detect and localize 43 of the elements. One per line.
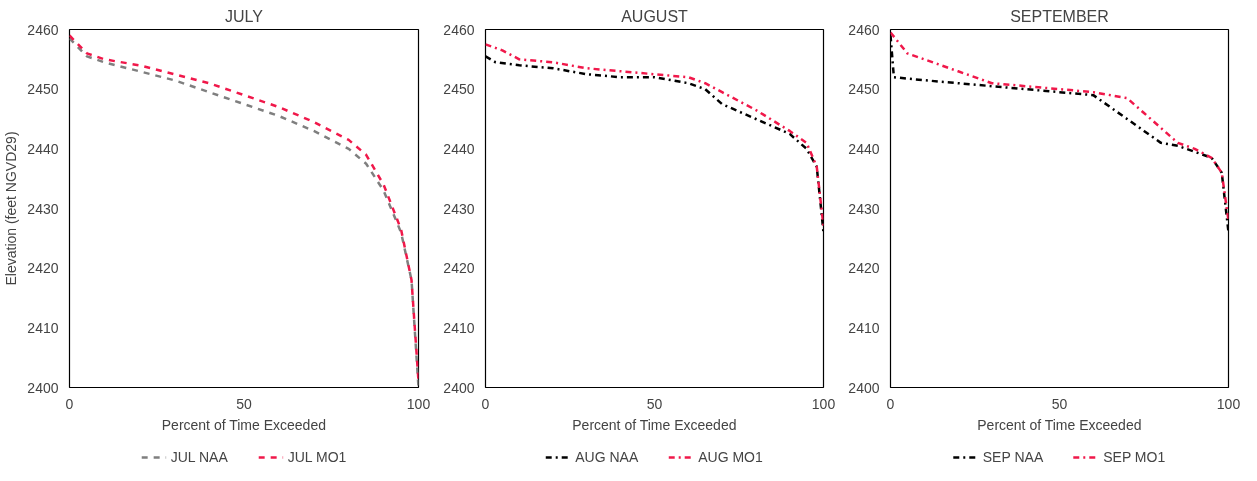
y-tick-label: 2460 xyxy=(443,21,475,38)
legend-label: JUL MO1 xyxy=(287,448,347,465)
y-tick-label: 2420 xyxy=(443,260,475,277)
x-tick-label: 100 xyxy=(811,395,836,412)
x-tick-label: 50 xyxy=(1051,395,1068,412)
y-tick-label: 2450 xyxy=(848,81,880,98)
chart-title: SEPTEMBER xyxy=(1010,7,1109,25)
y-tick-label: 2440 xyxy=(848,140,880,157)
legend-label: SEP MO1 xyxy=(1103,448,1166,465)
y-tick-label: 2400 xyxy=(443,379,475,396)
y-tick-label: 2460 xyxy=(848,21,880,38)
y-tick-label: 2430 xyxy=(27,200,59,217)
chart-title: AUGUST xyxy=(621,7,689,25)
y-tick-label: 2430 xyxy=(443,200,475,217)
y-tick-label: 2430 xyxy=(848,200,880,217)
y-tick-label: 2440 xyxy=(27,140,59,157)
y-tick-label: 2450 xyxy=(443,81,475,98)
y-axis-title: Elevation (feet NGVD29) xyxy=(3,131,20,286)
x-tick-label: 50 xyxy=(236,395,252,412)
x-axis-title: Percent of Time Exceeded xyxy=(572,416,737,433)
y-tick-label: 2420 xyxy=(27,260,59,277)
legend-label: SEP NAA xyxy=(982,448,1044,465)
legend-label: AUG NAA xyxy=(575,448,639,465)
x-axis-title: Percent of Time Exceeded xyxy=(161,416,326,433)
x-tick-label: 0 xyxy=(65,395,74,412)
x-tick-label: 100 xyxy=(1216,395,1241,412)
y-tick-label: 2440 xyxy=(443,140,475,157)
y-tick-label: 2460 xyxy=(27,21,59,38)
x-tick-label: 0 xyxy=(481,395,490,412)
y-tick-label: 2400 xyxy=(848,379,880,396)
x-tick-label: 100 xyxy=(406,395,431,412)
chart-title: JULY xyxy=(225,7,264,25)
y-tick-label: 2410 xyxy=(848,319,880,336)
y-tick-label: 2410 xyxy=(27,319,59,336)
legend-label: AUG MO1 xyxy=(698,448,763,465)
x-axis-title: Percent of Time Exceeded xyxy=(977,416,1142,433)
x-tick-label: 50 xyxy=(646,395,663,412)
y-tick-label: 2400 xyxy=(27,379,59,396)
x-tick-label: 0 xyxy=(886,395,895,412)
y-tick-label: 2420 xyxy=(848,260,880,277)
legend-label: JUL NAA xyxy=(170,448,228,465)
y-tick-label: 2410 xyxy=(443,319,475,336)
y-tick-label: 2450 xyxy=(27,81,59,98)
